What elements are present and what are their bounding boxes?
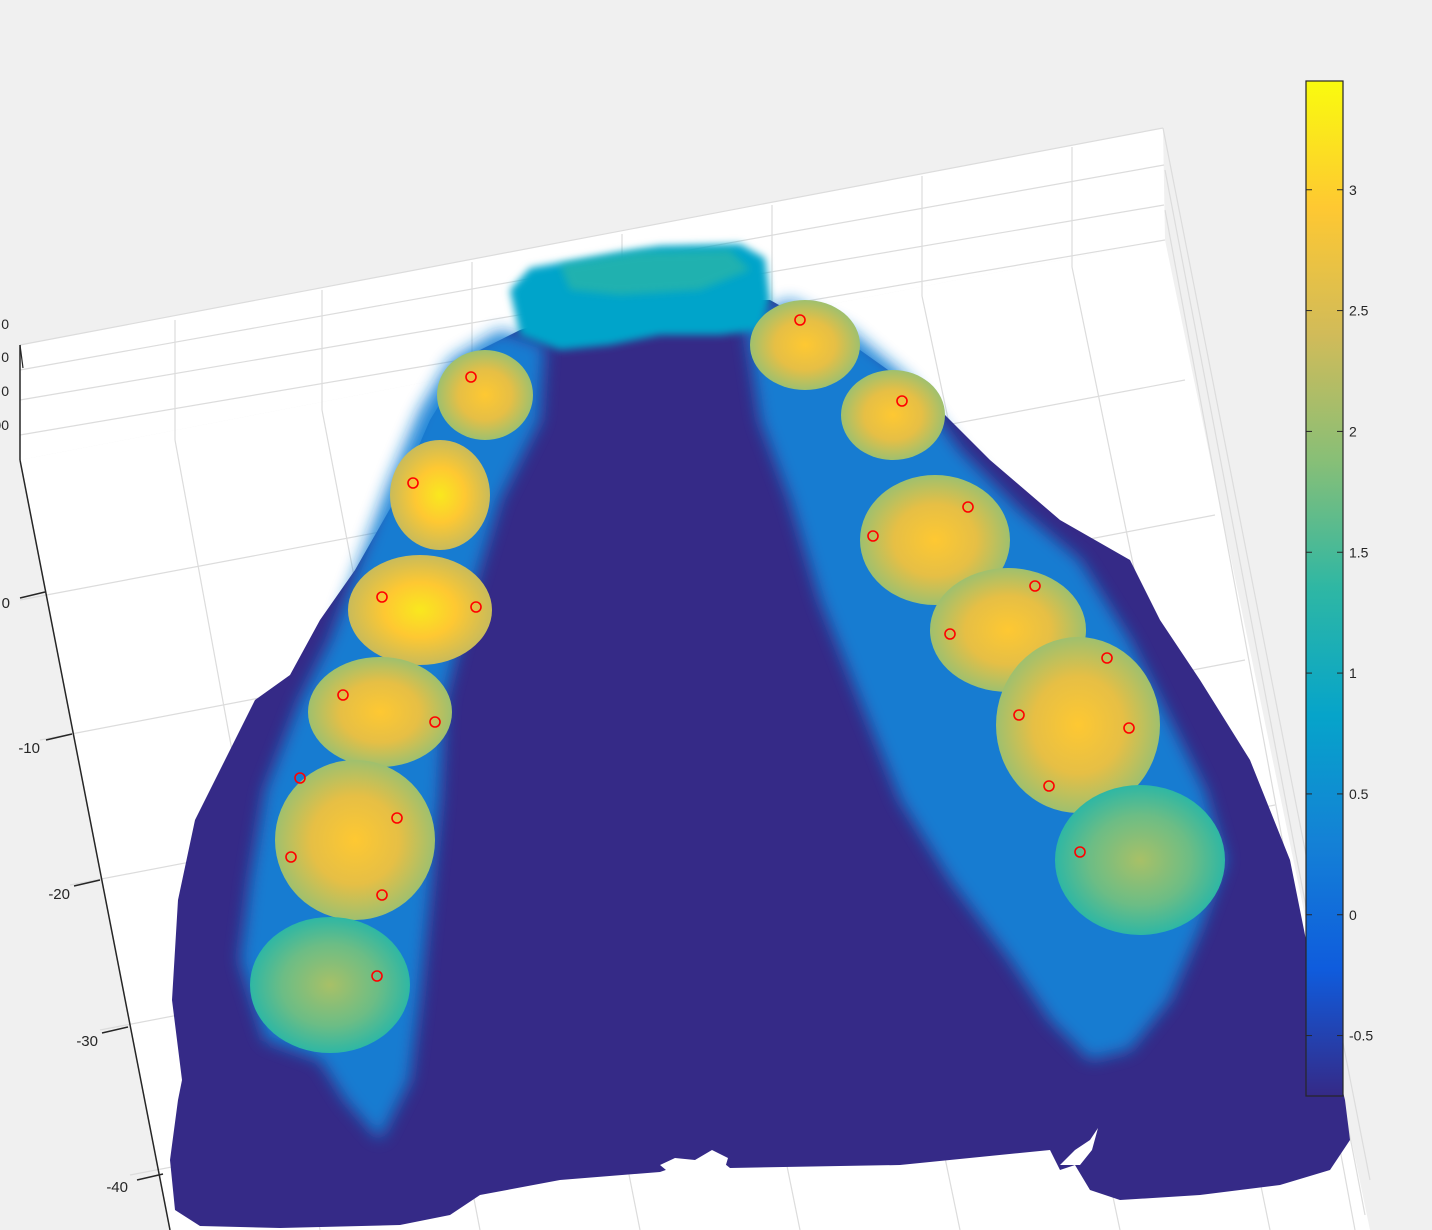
- colorbar-tick-label: 2: [1349, 423, 1357, 439]
- colorbar-tick-label: 1: [1349, 665, 1357, 681]
- landmark-marker: [1029, 580, 1041, 592]
- colorbar-tick-label: 1.5: [1349, 544, 1369, 560]
- tooth: [275, 760, 435, 920]
- landmark-marker: [429, 716, 441, 728]
- y-axis-line: [19, 459, 171, 1230]
- tooth: [1055, 785, 1225, 935]
- landmark-marker: [407, 477, 419, 489]
- colorbar-tick-label: 0: [1349, 907, 1357, 923]
- grid-line: [19, 127, 1164, 346]
- y-tick-label: -20: [48, 886, 70, 903]
- colorbar-tick-label: 0.5: [1349, 786, 1369, 802]
- tooth: [996, 637, 1160, 813]
- colorbar-tick-label: 2.5: [1349, 303, 1369, 319]
- colorbar: -0.5 0 0.5 1 1.5 2 2.5 3: [1305, 80, 1373, 1097]
- landmark-marker: [285, 851, 297, 863]
- z-tick-label: 00: [0, 417, 9, 433]
- tooth: [308, 657, 452, 767]
- tooth: [841, 370, 945, 460]
- y-tick-label: -10: [18, 740, 40, 757]
- dental-arch-surface: [170, 244, 1350, 1228]
- landmark-marker: [867, 530, 879, 542]
- colorbar-bar: [1305, 80, 1344, 1097]
- landmark-marker: [1043, 780, 1055, 792]
- landmark-marker: [1101, 652, 1113, 664]
- y-tick-label: 0: [2, 595, 10, 612]
- z-tick-label: 0: [1, 383, 9, 399]
- landmark-marker: [1013, 709, 1025, 721]
- landmark-marker: [962, 501, 974, 513]
- z-axis-ticks: 0 0 0 00: [0, 316, 24, 433]
- landmark-marker: [376, 591, 388, 603]
- landmark-marker: [371, 970, 383, 982]
- z-tick-label: 0: [1, 349, 9, 365]
- y-axis-ticks: 0 -10 -20 -30 -40: [2, 591, 164, 1196]
- landmark-marker: [944, 628, 956, 640]
- front-incisor-highlight: [560, 250, 750, 295]
- y-tick-mark: [73, 879, 101, 887]
- markers: [285, 314, 1135, 982]
- landmark-marker: [794, 314, 806, 326]
- left-teeth: [250, 350, 533, 1053]
- landmark-marker: [465, 371, 477, 383]
- y-tick-mark: [136, 1173, 164, 1181]
- y-tick-label: -40: [106, 1179, 128, 1196]
- landmark-marker: [1123, 722, 1135, 734]
- y-tick-mark: [19, 591, 46, 599]
- landmark-marker: [337, 689, 349, 701]
- colorbar-tick-label: -0.5: [1349, 1028, 1373, 1044]
- landmark-marker: [1074, 846, 1086, 858]
- landmark-marker: [391, 812, 403, 824]
- landmark-marker: [376, 889, 388, 901]
- tooth: [750, 300, 860, 390]
- tooth: [437, 350, 533, 440]
- tooth: [250, 917, 410, 1053]
- colorbar-tick-label: 3: [1349, 182, 1357, 198]
- tooth: [348, 555, 492, 665]
- landmark-marker: [896, 395, 908, 407]
- z-tick-mark: [19, 344, 24, 369]
- y-tick-mark: [101, 1026, 129, 1034]
- z-tick-label: 0: [1, 316, 9, 332]
- arch-base-notch: [1060, 1128, 1098, 1165]
- landmark-marker: [294, 772, 306, 784]
- colorbar-ticks: -0.5 0 0.5 1 1.5 2 2.5 3: [1306, 182, 1373, 1044]
- y-tick-label: -30: [76, 1033, 98, 1050]
- landmark-marker: [470, 601, 482, 613]
- y-tick-mark: [45, 733, 73, 741]
- tooth: [390, 440, 490, 550]
- arch-base-notch: [660, 1150, 728, 1175]
